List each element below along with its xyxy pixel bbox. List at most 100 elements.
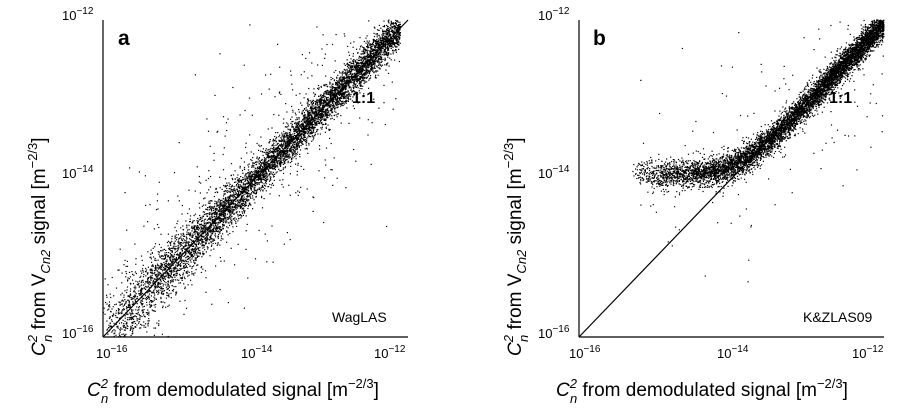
point-a	[153, 280, 154, 281]
point-a	[252, 163, 253, 164]
point-a	[157, 284, 158, 285]
point-a	[232, 226, 233, 227]
point-a	[180, 282, 181, 283]
point-a	[287, 133, 288, 134]
point-a	[186, 272, 187, 273]
point-a	[155, 284, 156, 285]
point-a	[202, 251, 203, 252]
point-a	[185, 220, 186, 221]
point-a	[170, 250, 171, 251]
point-a	[396, 46, 397, 47]
point-a	[226, 122, 227, 123]
point-a	[291, 158, 292, 159]
point-a	[170, 257, 171, 258]
point-a	[256, 158, 257, 159]
point-a	[233, 174, 234, 175]
point-a	[389, 58, 390, 59]
point-a	[195, 250, 196, 251]
point-a	[197, 223, 198, 224]
point-a	[106, 330, 107, 331]
point-a	[394, 29, 395, 30]
point-a	[222, 202, 223, 203]
point-a	[362, 86, 363, 87]
point-a	[231, 196, 232, 197]
point-a	[270, 178, 271, 179]
point-a	[225, 218, 226, 219]
point-a	[112, 330, 113, 331]
point-a	[185, 300, 186, 301]
point-a	[169, 287, 170, 288]
point-a	[377, 34, 378, 35]
point-a	[141, 256, 142, 257]
point-a	[270, 193, 271, 194]
point-a	[313, 105, 314, 106]
point-a	[215, 189, 216, 190]
point-a	[353, 74, 354, 75]
point-a	[324, 177, 325, 178]
point-a	[111, 308, 112, 309]
point-a	[233, 197, 234, 198]
point-a	[122, 273, 123, 274]
point-a	[292, 155, 293, 156]
point-a	[369, 63, 370, 64]
point-a	[148, 267, 149, 268]
point-a	[213, 239, 214, 240]
point-a	[398, 33, 399, 34]
point-a	[338, 113, 339, 114]
point-a	[332, 88, 333, 89]
point-a	[164, 249, 165, 250]
point-a	[370, 75, 371, 76]
point-a	[273, 176, 274, 177]
point-a	[222, 238, 223, 239]
point-a	[241, 216, 242, 217]
point-a	[374, 33, 375, 34]
point-a	[208, 222, 209, 223]
point-a	[129, 317, 130, 318]
point-a	[246, 215, 247, 216]
point-a	[192, 248, 193, 249]
point-a	[238, 204, 239, 205]
point-a	[283, 118, 284, 119]
point-a	[183, 260, 184, 261]
point-a	[242, 170, 243, 171]
point-a	[220, 261, 221, 262]
point-a	[235, 203, 236, 204]
point-a	[135, 323, 136, 324]
point-a	[294, 133, 295, 134]
point-a	[133, 275, 134, 276]
point-a	[165, 284, 166, 285]
point-a	[367, 53, 368, 54]
point-a	[210, 186, 211, 187]
point-a	[336, 114, 337, 115]
point-a	[197, 218, 198, 219]
point-a	[236, 204, 237, 205]
point-a	[251, 167, 252, 168]
point-a	[377, 61, 378, 62]
point-a	[215, 192, 216, 193]
point-a	[283, 164, 284, 165]
point-a	[207, 235, 208, 236]
point-a	[175, 236, 176, 237]
point-a	[138, 307, 139, 308]
point-a	[184, 263, 185, 264]
point-a	[163, 306, 164, 307]
point-a	[281, 139, 282, 140]
point-a	[169, 305, 170, 306]
point-a	[323, 94, 324, 95]
point-a	[197, 257, 198, 258]
point-a	[163, 284, 164, 285]
point-a	[113, 295, 114, 296]
point-a	[376, 55, 377, 56]
point-a	[200, 243, 201, 244]
point-a	[321, 116, 322, 117]
point-a	[290, 123, 291, 124]
point-a	[332, 78, 333, 79]
point-a	[163, 249, 164, 250]
point-a	[148, 286, 149, 287]
point-a	[354, 65, 355, 66]
point-a	[259, 184, 260, 185]
point-a	[216, 201, 217, 202]
point-a	[232, 87, 233, 88]
point-a	[367, 51, 368, 52]
point-a	[175, 294, 176, 295]
